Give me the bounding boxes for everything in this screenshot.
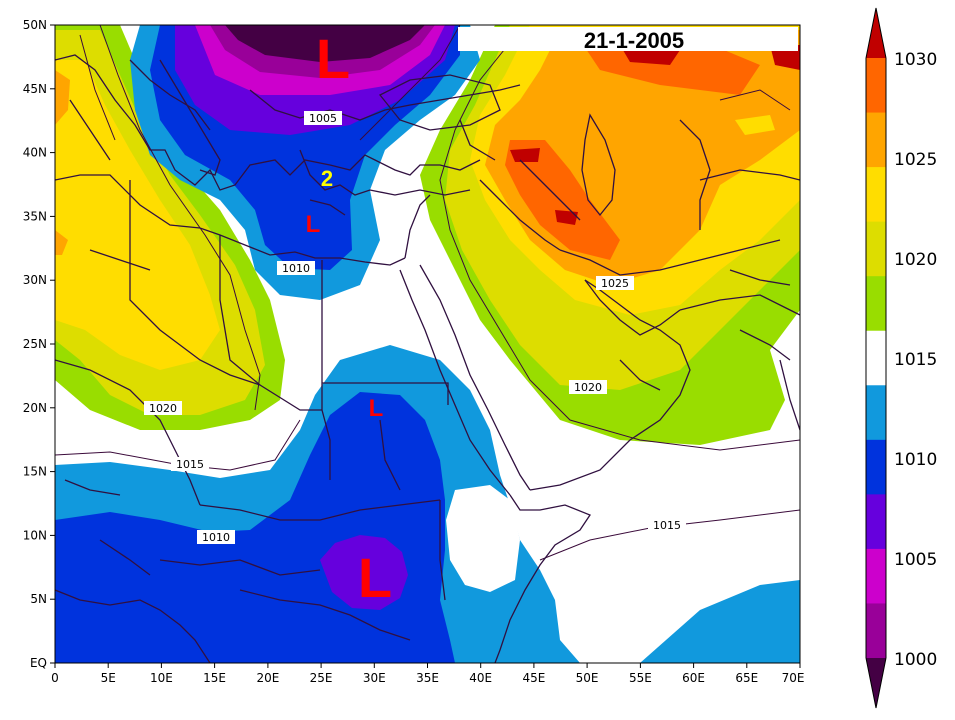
isobar-label-1005: 1005 [309, 112, 337, 125]
colorbar-block [866, 221, 886, 277]
low-marker-south-large: L [358, 546, 392, 609]
colorbar-label-1000: 1000 [894, 650, 937, 670]
isobar-label-1015-east: 1015 [653, 519, 681, 532]
low-marker-aegean: L [306, 211, 321, 238]
lon-label-5e: 5E [101, 671, 116, 685]
isobar-label-1020-west: 1020 [149, 402, 177, 415]
colorbar-label-1010: 1010 [894, 450, 937, 470]
isobar-label-1010-south: 1010 [202, 531, 230, 544]
high-northeast [420, 25, 800, 445]
isobar-label-1015-west: 1015 [176, 458, 204, 471]
marker-number-2: 2 [321, 166, 333, 191]
colorbar-block [866, 603, 886, 659]
lat-label-20n: 20N [23, 401, 47, 415]
lat-label-eq: EQ [30, 656, 47, 670]
latitude-axis: 50N 45N 40N 35N 30N 25N 20N 15N 10N 5N E… [23, 18, 55, 670]
low-south [55, 345, 580, 663]
colorbar-block [866, 439, 886, 495]
colorbar-label-1020: 1020 [894, 250, 937, 270]
lon-label-60e: 60E [682, 671, 705, 685]
colorbar-label-1030: 1030 [894, 50, 937, 70]
lat-label-5n: 5N [30, 592, 47, 606]
lon-label-50e: 50E [576, 671, 599, 685]
lat-label-25n: 25N [23, 337, 47, 351]
lon-label-20e: 20E [256, 671, 279, 685]
lon-label-40e: 40E [469, 671, 492, 685]
colorbar-label-1015: 1015 [894, 350, 937, 370]
colorbar-label-1005: 1005 [894, 550, 937, 570]
lon-label-15e: 15E [203, 671, 226, 685]
lat-label-30n: 30N [23, 273, 47, 287]
colorbar-blocks [866, 8, 886, 708]
lon-label-10e: 10E [150, 671, 173, 685]
isobar-label-1020-east: 1020 [574, 381, 602, 394]
lat-label-45n: 45N [23, 82, 47, 96]
lon-label-30e: 30E [363, 671, 386, 685]
longitude-axis: 0 5E 10E 15E 20E 25E 30E 35E 40E 45E 50E… [51, 663, 804, 685]
low-marker-sudan: L [369, 395, 384, 422]
lon-label-70e: 70E [782, 671, 805, 685]
colorbar-block [866, 494, 886, 550]
colorbar-block [866, 385, 886, 441]
colorbar-block [866, 330, 886, 386]
isobar-label-1025: 1025 [601, 277, 629, 290]
low-marker-north-large: L [316, 27, 350, 90]
lat-label-40n: 40N [23, 146, 47, 160]
lat-label-15n: 15N [23, 465, 47, 479]
colorbar-block [866, 167, 886, 223]
lon-label-0: 0 [51, 671, 59, 685]
colorbar-cap-top [866, 8, 886, 58]
isobar-labels: 1005 1010 1025 1020 1020 1015 1010 1015 [144, 111, 686, 544]
colorbar-cap-bottom [866, 658, 886, 708]
lat-label-10n: 10N [23, 528, 47, 542]
lon-label-45e: 45E [522, 671, 545, 685]
lon-label-25e: 25E [310, 671, 333, 685]
coastlines-borders [55, 54, 800, 663]
date-label: 21-1-2005 [584, 28, 684, 53]
map-field: 1005 1010 1025 1020 1020 1015 1010 1015 … [55, 25, 800, 663]
colorbar-block [866, 548, 886, 604]
isobar-lines [55, 25, 800, 561]
low-southeast [640, 580, 800, 663]
lon-label-55e: 55E [629, 671, 652, 685]
colorbar-block [866, 58, 886, 114]
lon-label-35e: 35E [416, 671, 439, 685]
colorbar-block [866, 112, 886, 168]
colorbar-frame [865, 7, 887, 709]
isobar-label-1010-north: 1010 [282, 262, 310, 275]
colorbar: 1030 1025 1020 1015 1010 1005 1000 [865, 7, 937, 709]
high-pocket-horn [446, 485, 520, 592]
colorbar-block [866, 276, 886, 332]
lat-label-50n: 50N [23, 18, 47, 32]
lat-label-35n: 35N [23, 209, 47, 223]
lon-label-65e: 65E [735, 671, 758, 685]
high-northwest [55, 25, 285, 430]
colorbar-label-1025: 1025 [894, 150, 937, 170]
date-box [458, 27, 798, 51]
